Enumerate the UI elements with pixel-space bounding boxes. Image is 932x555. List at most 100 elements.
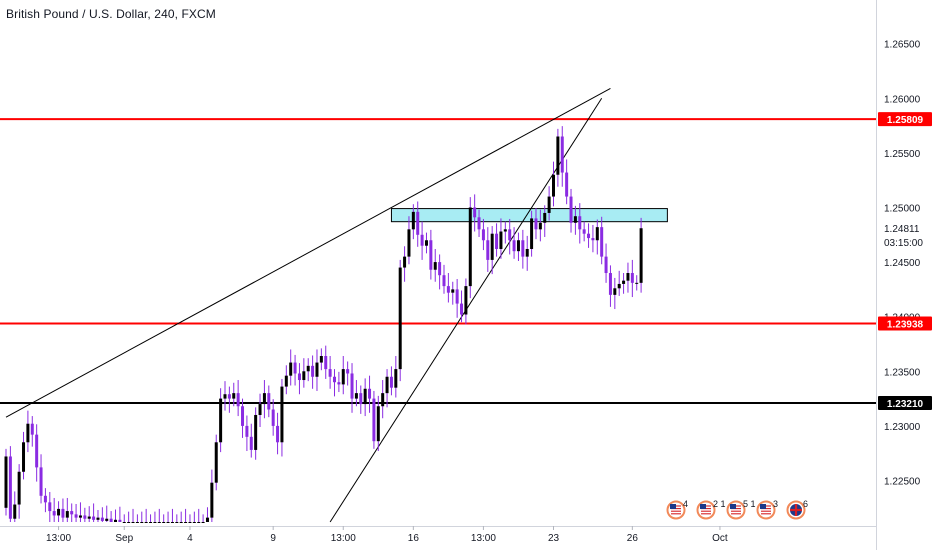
- candle-body: [443, 275, 446, 286]
- y-tick-label: 1.25500: [884, 149, 921, 160]
- candle-body: [504, 229, 507, 231]
- y-tick-label: 1.26000: [884, 94, 921, 105]
- candle-body: [48, 502, 51, 511]
- candle-body: [162, 522, 165, 523]
- candle-body: [473, 207, 476, 217]
- candle-body: [591, 238, 594, 240]
- candle-body: [390, 377, 393, 388]
- candle-body: [526, 249, 529, 257]
- candle-body: [276, 426, 279, 442]
- candle-body: [521, 240, 524, 256]
- candle-body: [210, 483, 213, 518]
- candle-body: [605, 257, 608, 273]
- candle-body: [346, 369, 349, 373]
- candle-body: [381, 393, 384, 406]
- y-tick-label: 1.26500: [884, 40, 921, 51]
- countdown-label: 03:15:00: [884, 238, 923, 249]
- event-count: 3: [773, 499, 778, 509]
- candle-body: [333, 377, 336, 382]
- candle-body: [613, 288, 616, 295]
- candle-body: [263, 393, 266, 404]
- candle-body: [394, 369, 397, 388]
- candle-body: [359, 393, 362, 404]
- candle-body: [486, 240, 489, 260]
- candle-body: [324, 356, 327, 369]
- candle-body: [464, 286, 467, 314]
- candle-body: [609, 273, 612, 295]
- x-tick-label: Sep: [115, 533, 133, 544]
- candle-body: [5, 456, 8, 507]
- us-flag-canton: [730, 504, 736, 509]
- candle-body: [180, 522, 183, 523]
- x-tick-label: Oct: [712, 533, 728, 544]
- candle-body: [96, 518, 99, 520]
- candle-body: [254, 415, 257, 450]
- candle-body: [197, 522, 200, 523]
- candle-body: [407, 229, 410, 256]
- candle-body: [35, 435, 38, 468]
- candle-body: [337, 382, 340, 384]
- candle-body: [421, 235, 424, 246]
- candle-body: [534, 218, 537, 229]
- x-tick-label: 26: [627, 533, 639, 544]
- candle-body: [552, 175, 555, 197]
- candle-body: [635, 283, 638, 284]
- candle-body: [110, 519, 113, 522]
- candle-body: [570, 197, 573, 223]
- candle-body: [640, 228, 643, 283]
- candle-body: [342, 369, 345, 384]
- candle-body: [561, 137, 564, 173]
- candle-body: [44, 496, 47, 503]
- x-tick-label: 9: [270, 533, 276, 544]
- candle-body: [574, 216, 577, 223]
- candle-body: [140, 522, 143, 523]
- candle-body: [403, 257, 406, 268]
- candle-body: [228, 394, 231, 398]
- candle-body: [206, 518, 209, 522]
- candle-body: [386, 377, 389, 393]
- event-count: 5 1: [743, 499, 756, 509]
- candle-body: [101, 518, 104, 521]
- candle-body: [267, 393, 270, 409]
- candle-body: [193, 522, 196, 523]
- candle-body: [298, 373, 301, 380]
- candle-body: [22, 442, 25, 471]
- candle-body: [355, 393, 358, 398]
- candle-body: [75, 514, 78, 517]
- candle-body: [456, 289, 459, 303]
- candle-body: [315, 363, 318, 377]
- candle-body: [399, 268, 402, 370]
- price-badge-label: 1.23938: [887, 319, 924, 330]
- candle-body: [565, 173, 568, 197]
- y-tick-label: 1.24500: [884, 258, 921, 269]
- candle-body: [460, 304, 463, 315]
- candle-body: [513, 240, 516, 251]
- candle-body: [145, 522, 148, 523]
- candle-body: [61, 509, 64, 518]
- candle-body: [215, 442, 218, 482]
- candle-body: [618, 284, 621, 288]
- candle-body: [530, 218, 533, 249]
- candle-body: [372, 399, 375, 442]
- candle-body: [70, 511, 73, 514]
- candle-body: [31, 424, 34, 435]
- candle-body: [167, 522, 170, 523]
- candle-body: [302, 371, 305, 380]
- candle-body: [578, 216, 581, 229]
- candle-body: [482, 229, 485, 240]
- candle-body: [351, 373, 354, 398]
- candle-body: [495, 234, 498, 249]
- candle-body: [539, 223, 542, 230]
- us-flag-canton: [700, 504, 706, 509]
- x-tick-label: 13:00: [331, 533, 356, 544]
- candle-body: [289, 363, 292, 376]
- candle-body: [412, 212, 415, 229]
- candle-body: [543, 213, 546, 223]
- candle-body: [13, 505, 16, 519]
- candle-body: [136, 522, 139, 523]
- candle-body: [364, 389, 367, 404]
- candle-body: [429, 240, 432, 269]
- x-tick-label: 23: [548, 533, 560, 544]
